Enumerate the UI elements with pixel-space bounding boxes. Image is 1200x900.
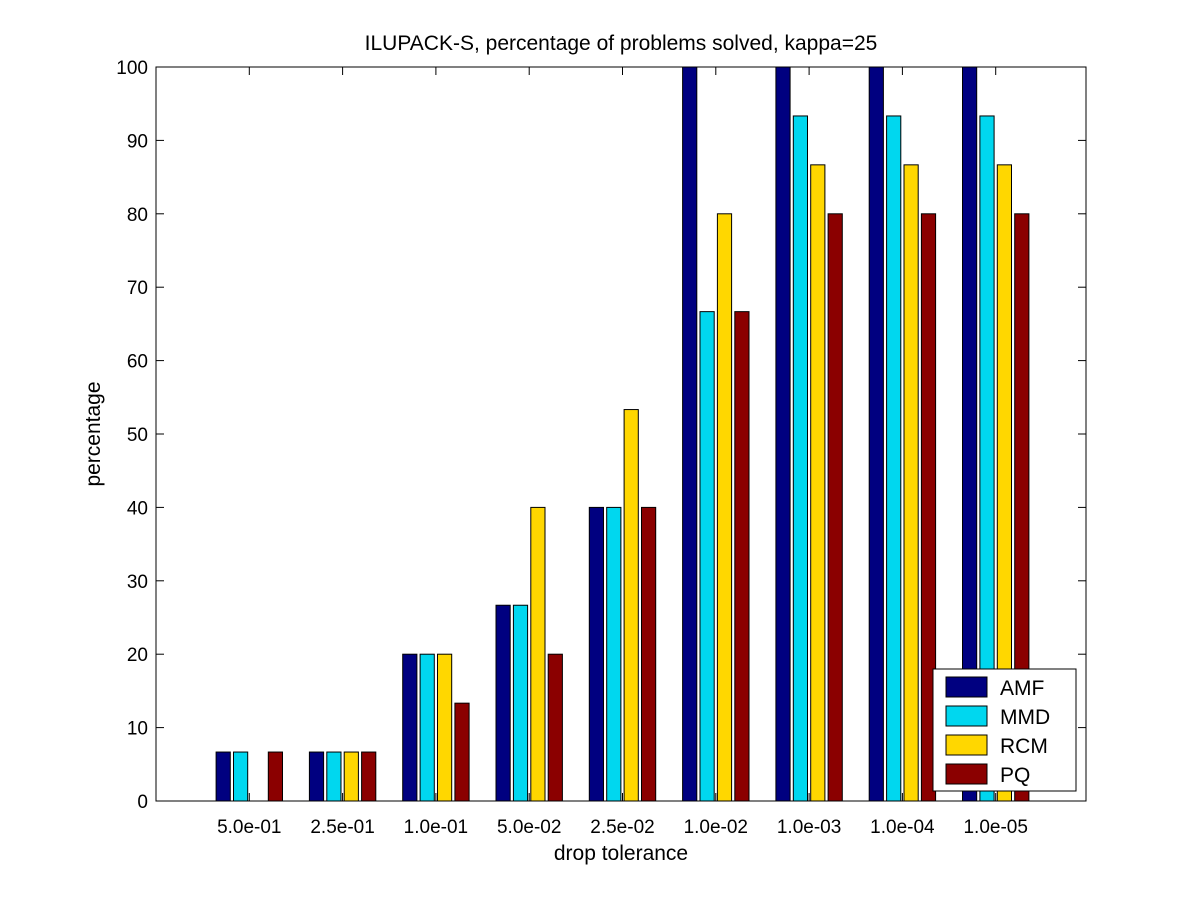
y-tick-label: 100 [116, 58, 148, 79]
bar-rcm-1.0e-02 [716, 213, 733, 802]
bar-mmd-5.0e-02 [512, 604, 529, 802]
bar-amf-1.0e-03 [775, 66, 791, 802]
legend-label-pq: PQ [1000, 764, 1030, 787]
y-tick-label: 80 [127, 205, 148, 226]
x-tick-label: 2.5e-01 [310, 817, 374, 838]
y-tick-label: 0 [137, 792, 148, 813]
x-tick-label: 1.0e-01 [404, 817, 468, 838]
legend-swatch-rcm [945, 734, 988, 756]
bar-rcm-1.0e-03 [810, 164, 826, 802]
bar-rcm-1.0e-04 [903, 164, 919, 802]
ticks-layer: 0 10 20 30 40 50 60 70 80 90 100 5.0e-01 2.5e-01 1.0e… [116, 58, 1086, 838]
bar-mmd-1.0e-02 [699, 311, 715, 802]
bar-pq-1.0e-01 [454, 702, 470, 802]
bar-mmd-1.0e-01 [419, 653, 435, 802]
y-tick-label: 90 [127, 131, 148, 152]
bar-rcm-2.5e-02 [623, 409, 639, 802]
x-tick-label: 1.0e-04 [870, 817, 935, 838]
y-tick-label: 70 [127, 278, 148, 299]
bars-layer [215, 66, 1030, 802]
x-tick-label: 2.5e-02 [590, 817, 654, 838]
bar-amf-2.5e-01 [308, 751, 325, 802]
bar-pq-1.0e-02 [734, 311, 750, 802]
bar-amf-1.0e-01 [402, 653, 418, 802]
y-tick-label: 60 [127, 352, 148, 373]
legend-label-mmd: MMD [1000, 706, 1050, 729]
legend-label-rcm: RCM [1000, 735, 1048, 758]
bar-amf-1.0e-04 [868, 66, 884, 802]
bar-pq-5.0e-02 [547, 653, 563, 802]
legend-swatch-amf [945, 676, 988, 698]
bar-pq-2.5e-01 [361, 751, 377, 802]
y-tick-label: 10 [127, 719, 148, 740]
bar-rcm-5.0e-02 [530, 506, 546, 802]
bar-rcm-1.0e-01 [437, 653, 453, 802]
bar-amf-1.0e-02 [682, 66, 698, 802]
bar-mmd-2.5e-02 [606, 506, 622, 802]
y-tick-label: 30 [127, 572, 148, 593]
bar-amf-5.0e-01 [215, 751, 231, 802]
bar-mmd-1.0e-04 [886, 115, 902, 802]
bar-mmd-1.0e-03 [792, 115, 808, 802]
x-tick-label: 5.0e-02 [497, 817, 561, 838]
bar-pq-2.5e-02 [641, 506, 657, 802]
legend-swatch-pq [945, 763, 988, 785]
bar-rcm-2.5e-01 [343, 751, 359, 802]
bar-pq-1.0e-03 [827, 213, 843, 802]
legend-swatch-mmd [945, 705, 988, 727]
bar-amf-5.0e-02 [495, 604, 511, 802]
y-tick-label: 40 [127, 498, 148, 519]
x-tick-label: 1.0e-03 [777, 817, 841, 838]
bar-pq-5.0e-01 [267, 751, 283, 802]
x-tick-label: 1.0e-02 [684, 817, 748, 838]
legend-label-amf: AMF [1000, 677, 1044, 700]
x-axis-label: drop tolerance [554, 842, 688, 865]
bar-amf-2.5e-02 [588, 506, 604, 802]
bar-mmd-2.5e-01 [326, 751, 342, 802]
x-tick-label: 5.0e-01 [217, 817, 281, 838]
y-tick-label: 20 [127, 645, 148, 666]
legend: AMF MMD RCM PQ [932, 668, 1077, 792]
bar-mmd-5.0e-01 [233, 751, 249, 802]
chart-title: ILUPACK-S, percentage of problems solved… [365, 32, 878, 55]
y-axis-label: percentage [82, 381, 105, 486]
x-tick-label: 1.0e-05 [963, 817, 1027, 838]
y-tick-label: 50 [127, 425, 148, 446]
